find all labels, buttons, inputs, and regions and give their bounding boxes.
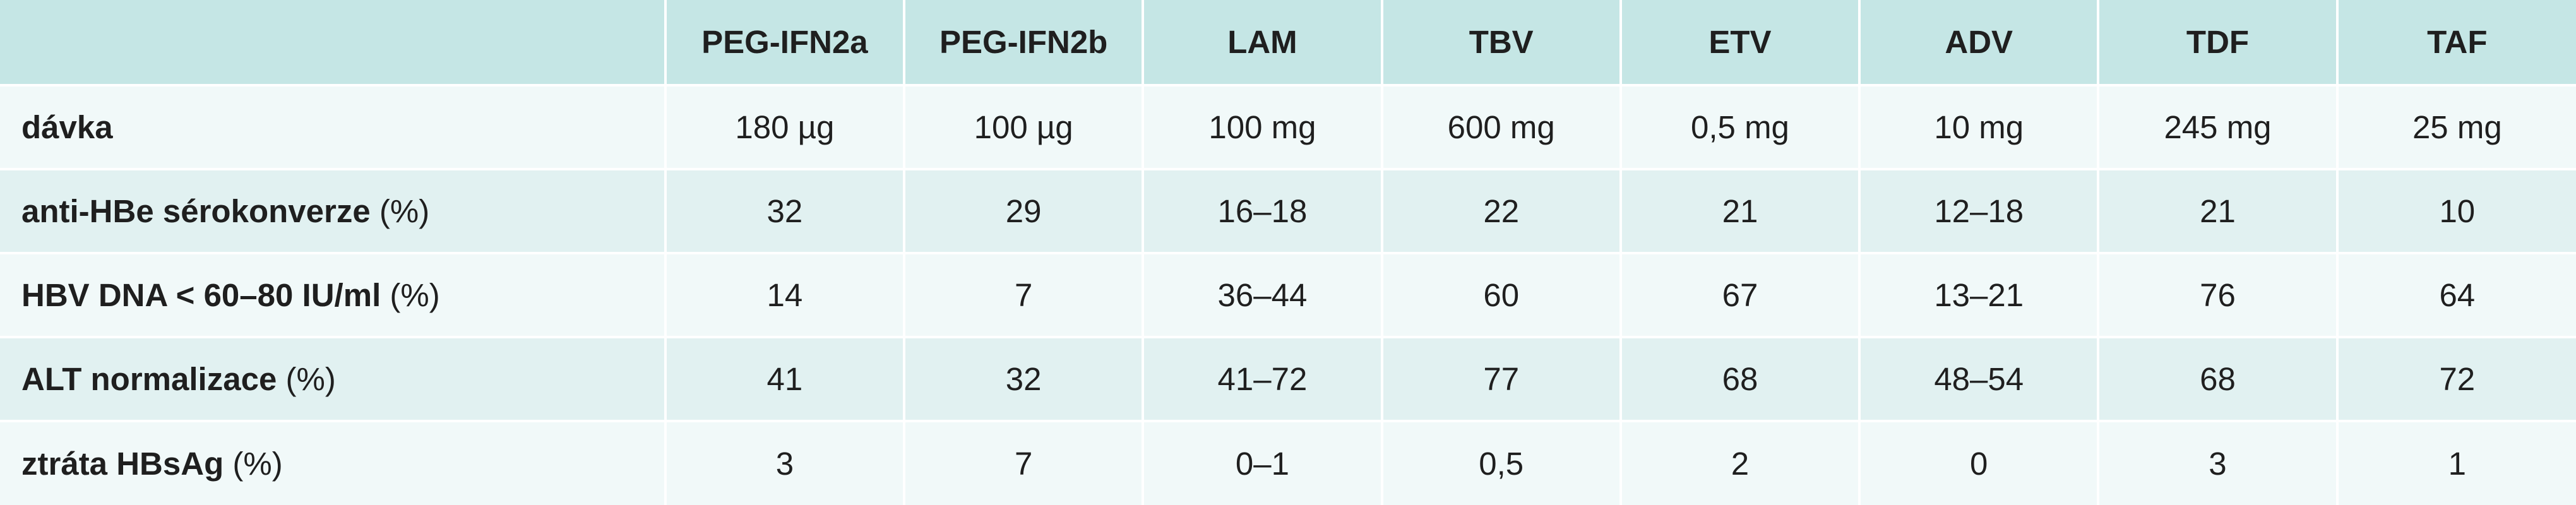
table-cell: 68 bbox=[1620, 337, 1861, 422]
table-cell: 76 bbox=[2098, 253, 2339, 338]
table-row: ztráta HBsAg (%) 3 7 0–1 0,5 2 0 3 1 bbox=[0, 421, 2576, 505]
column-header: TBV bbox=[1381, 0, 1622, 86]
row-label: ztráta HBsAg (%) bbox=[0, 421, 667, 505]
row-label: HBV DNA < 60–80 IU/ml (%) bbox=[0, 253, 667, 338]
table-row: HBV DNA < 60–80 IU/ml (%) 14 7 36–44 60 … bbox=[0, 253, 2576, 338]
column-header: PEG-IFN2b bbox=[904, 0, 1145, 86]
table-cell: 14 bbox=[665, 253, 906, 338]
table-cell: 7 bbox=[904, 253, 1145, 338]
table-row: anti-HBe sérokonverze (%) 32 29 16–18 22… bbox=[0, 169, 2576, 254]
header-row: PEG-IFN2a PEG-IFN2b LAM TBV ETV ADV TDF … bbox=[0, 0, 2576, 86]
column-header: PEG-IFN2a bbox=[665, 0, 906, 86]
table-cell: 29 bbox=[904, 169, 1145, 254]
table-cell: 245 mg bbox=[2098, 85, 2339, 170]
table-cell: 0,5 mg bbox=[1620, 85, 1861, 170]
table-cell: 60 bbox=[1381, 253, 1622, 338]
row-label-text: ztráta HBsAg bbox=[21, 446, 224, 482]
table-cell: 68 bbox=[2098, 337, 2339, 422]
row-label-text: dávka bbox=[21, 109, 113, 145]
row-label-unit: (%) bbox=[224, 446, 283, 482]
table-cell: 100 mg bbox=[1143, 85, 1383, 170]
table-cell: 32 bbox=[904, 337, 1145, 422]
table-cell: 16–18 bbox=[1143, 169, 1383, 254]
table-cell: 67 bbox=[1620, 253, 1861, 338]
column-header: TDF bbox=[2098, 0, 2339, 86]
header-corner-cell bbox=[0, 0, 667, 86]
table-cell: 7 bbox=[904, 421, 1145, 505]
table-cell: 100 µg bbox=[904, 85, 1145, 170]
table-cell: 0–1 bbox=[1143, 421, 1383, 505]
row-label-text: HBV DNA < 60–80 IU/ml bbox=[21, 277, 381, 313]
column-header: ADV bbox=[1859, 0, 2100, 86]
table-cell: 0 bbox=[1859, 421, 2100, 505]
row-label: anti-HBe sérokonverze (%) bbox=[0, 169, 667, 254]
column-header: TAF bbox=[2337, 0, 2576, 86]
table-cell: 3 bbox=[665, 421, 906, 505]
table-cell: 41 bbox=[665, 337, 906, 422]
table-cell: 2 bbox=[1620, 421, 1861, 505]
table-cell: 64 bbox=[2337, 253, 2576, 338]
table-cell: 22 bbox=[1381, 169, 1622, 254]
table-cell: 48–54 bbox=[1859, 337, 2100, 422]
column-header: LAM bbox=[1143, 0, 1383, 86]
table-cell: 77 bbox=[1381, 337, 1622, 422]
table-row: dávka 180 µg 100 µg 100 mg 600 mg 0,5 mg… bbox=[0, 85, 2576, 170]
row-label-unit: (%) bbox=[277, 361, 336, 397]
table-cell: 10 bbox=[2337, 169, 2576, 254]
column-header: ETV bbox=[1620, 0, 1861, 86]
table-cell: 25 mg bbox=[2337, 85, 2576, 170]
table-cell: 72 bbox=[2337, 337, 2576, 422]
row-label-unit: (%) bbox=[370, 193, 430, 229]
table-cell: 21 bbox=[1620, 169, 1861, 254]
row-label-text: anti-HBe sérokonverze bbox=[21, 193, 371, 229]
table-cell: 1 bbox=[2337, 421, 2576, 505]
table-cell: 12–18 bbox=[1859, 169, 2100, 254]
table-cell: 32 bbox=[665, 169, 906, 254]
row-label-unit: (%) bbox=[381, 277, 440, 313]
table-cell: 180 µg bbox=[665, 85, 906, 170]
table-cell: 0,5 bbox=[1381, 421, 1622, 505]
table-cell: 21 bbox=[2098, 169, 2339, 254]
table-cell: 600 mg bbox=[1381, 85, 1622, 170]
table-cell: 41–72 bbox=[1143, 337, 1383, 422]
row-label: ALT normalizace (%) bbox=[0, 337, 667, 422]
table-cell: 3 bbox=[2098, 421, 2339, 505]
table-row: ALT normalizace (%) 41 32 41–72 77 68 48… bbox=[0, 337, 2576, 422]
row-label-text: ALT normalizace bbox=[21, 361, 277, 397]
table-cell: 10 mg bbox=[1859, 85, 2100, 170]
table-cell: 36–44 bbox=[1143, 253, 1383, 338]
row-label: dávka bbox=[0, 85, 667, 170]
table-cell: 13–21 bbox=[1859, 253, 2100, 338]
